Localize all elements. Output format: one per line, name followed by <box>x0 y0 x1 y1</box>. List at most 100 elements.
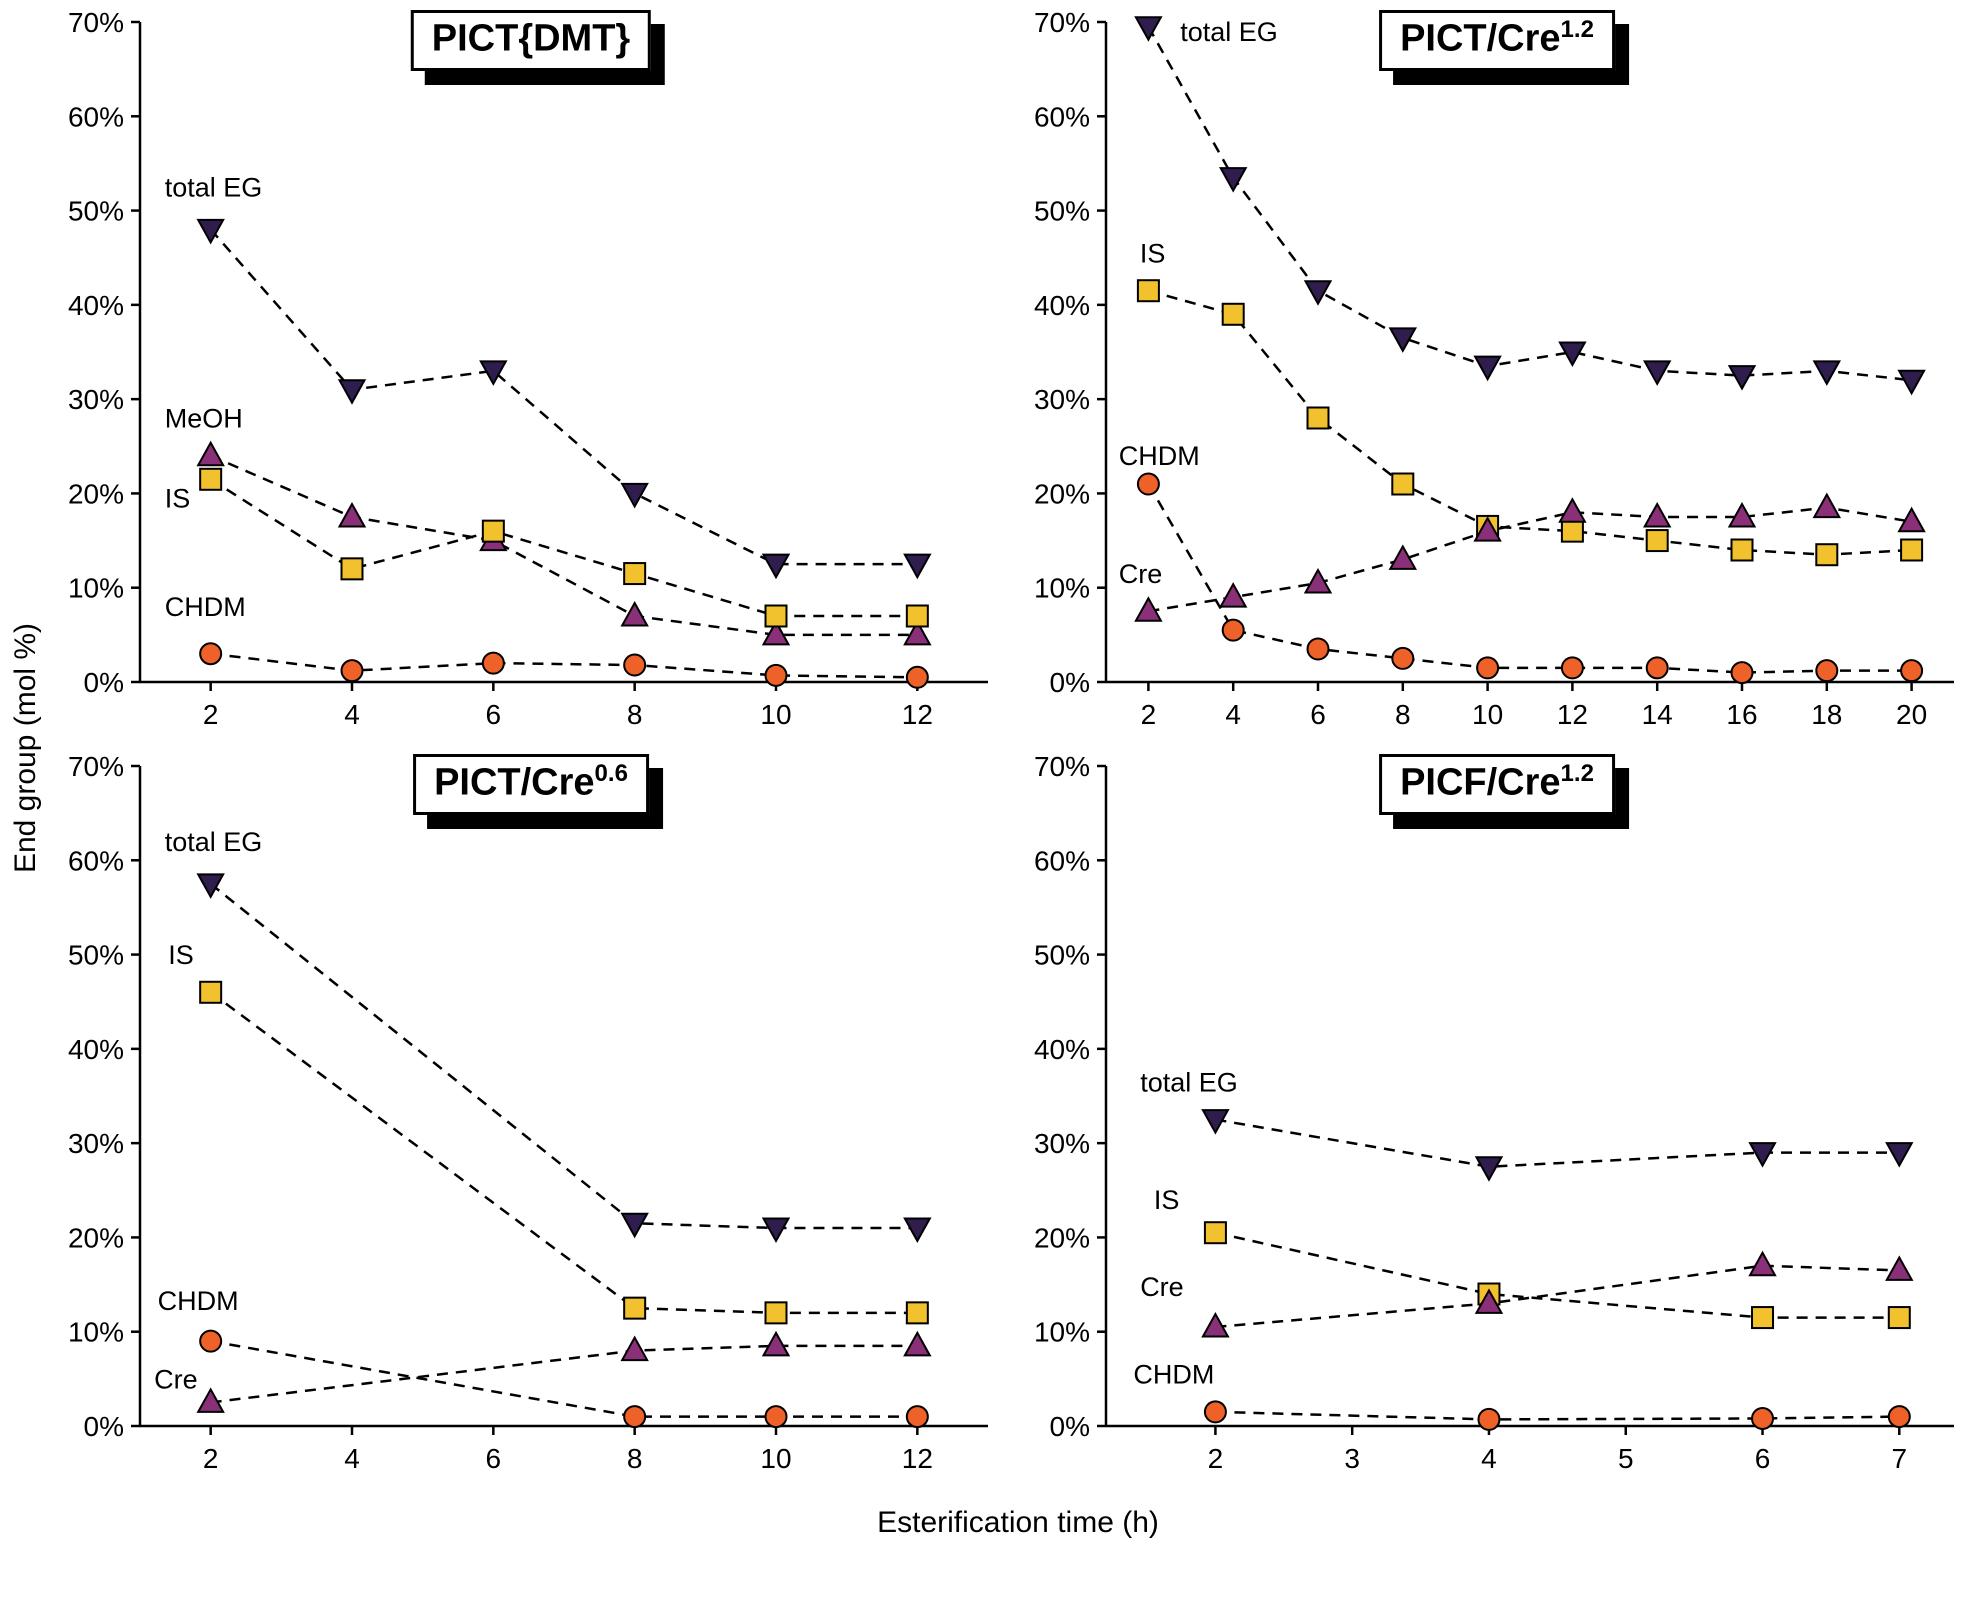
marker-cre <box>1643 501 1672 528</box>
series-line-chdm <box>1147 483 1912 674</box>
x-tick-label: 4 <box>344 1443 360 1474</box>
marker-is <box>1560 519 1584 543</box>
x-tick-label: 16 <box>1726 699 1757 730</box>
chart-panel-picf-cre-1-2: PICF/Cre1.2 0% 10% 20% 30% 40% 50% 60% 70% 2 3 4 5 6… <box>1018 750 1976 1490</box>
y-tick-label: 30% <box>1034 384 1090 415</box>
y-tick-label: 50% <box>1034 940 1090 971</box>
series-label-meoh: MeOH <box>165 403 243 433</box>
marker-total-eg <box>1812 360 1841 386</box>
marker-is <box>1730 538 1754 562</box>
chart-title-superscript: 0.6 <box>594 760 628 787</box>
y-tick-label: 40% <box>68 290 124 321</box>
marker-chdm <box>1730 661 1754 685</box>
x-tick-label: 18 <box>1811 699 1842 730</box>
series-label-total-eg: total EG <box>1180 17 1278 47</box>
x-tick-label: 4 <box>1481 1443 1497 1474</box>
x-tick-label: 10 <box>760 699 791 730</box>
marker-is <box>1203 1221 1227 1245</box>
marker-total-eg <box>1643 360 1672 386</box>
chart-panel-pict-dmt: PICT{DMT} 0% 10% 20% 30% 40% 50% 60% 70% 2 4 6 8 10 1… <box>52 6 1010 746</box>
marker-chdm <box>1203 1400 1227 1424</box>
x-tick-label: 2 <box>1208 1443 1224 1474</box>
series-line-chdm <box>1215 1410 1900 1421</box>
x-tick-label: 10 <box>1472 699 1503 730</box>
chart-title-text: PICT/Cre <box>1400 17 1561 60</box>
chart-svg-pict-cre-0-6: 0% 10% 20% 30% 40% 50% 60% 70% 2 4 6 8 10 12 total EG I… <box>68 751 988 1474</box>
x-tick-label: 5 <box>1618 1443 1634 1474</box>
x-tick-label: 4 <box>1225 699 1241 730</box>
chart-panel-pict-cre-1-2: PICT/Cre1.2 0% 10% 20% 30% 40% 50% 60% 70% 2 4 6 8 1… <box>1018 6 1976 746</box>
marker-is <box>1645 529 1669 553</box>
series-line-total-eg <box>1215 1118 1900 1168</box>
y-tick-label: 60% <box>68 845 124 876</box>
series-label-is: IS <box>165 484 191 514</box>
chart-svg-picf-cre-1-2: 0% 10% 20% 30% 40% 50% 60% 70% 2 3 4 5 6 7 total EG IS C… <box>1034 751 1954 1474</box>
chart-title-text: PICT{DMT} <box>431 17 631 60</box>
marker-chdm <box>1645 656 1669 680</box>
marker-total-eg <box>620 482 649 509</box>
marker-total-eg <box>1558 341 1587 368</box>
marker-is <box>340 557 364 581</box>
marker-is <box>905 1301 929 1325</box>
marker-cre <box>1201 1311 1230 1338</box>
marker-cre <box>1388 544 1417 570</box>
y-tick-label: 30% <box>68 384 124 415</box>
marker-chdm <box>1815 659 1839 683</box>
chart-svg-pict-cre-1-2: 0% 10% 20% 30% 40% 50% 60% 70% 2 4 6 8 10 12 14 16 18 20 t… <box>1034 7 1954 730</box>
marker-total-eg <box>620 1212 649 1239</box>
marker-is <box>623 1296 647 1320</box>
y-tick-label: 70% <box>1034 751 1090 782</box>
y-tick-label: 0% <box>1050 667 1090 698</box>
marker-cre <box>761 1330 791 1357</box>
marker-cre <box>1473 516 1502 542</box>
series-line-cre <box>1148 506 1912 613</box>
marker-cre <box>1303 567 1333 594</box>
series-line-is <box>1148 289 1912 556</box>
marker-total-eg <box>1303 280 1333 306</box>
marker-total-eg <box>761 1217 791 1244</box>
y-tick-label: 0% <box>84 1411 124 1442</box>
x-tick-label: 2 <box>203 1443 219 1474</box>
marker-cre <box>196 1387 225 1413</box>
y-tick-label: 40% <box>1034 290 1090 321</box>
marker-cre <box>1134 596 1163 622</box>
x-axis-title: Esterification time (h) <box>877 1506 1159 1539</box>
series-label-chdm: CHDM <box>165 592 246 622</box>
x-tick-label: 10 <box>760 1443 791 1474</box>
marker-chdm <box>1477 1407 1501 1431</box>
series-label-is: IS <box>1154 1185 1180 1215</box>
marker-chdm <box>1136 472 1160 496</box>
marker-total-eg <box>479 360 508 386</box>
y-tick-label: 30% <box>68 1128 124 1159</box>
x-tick-label: 12 <box>902 699 933 730</box>
x-tick-label: 6 <box>1310 699 1326 730</box>
y-tick-label: 60% <box>1034 101 1090 132</box>
series-label-is: IS <box>168 940 194 970</box>
marker-is <box>1900 538 1924 562</box>
marker-is <box>623 562 647 586</box>
marker-meoh <box>903 619 932 646</box>
marker-total-eg <box>1727 365 1757 391</box>
marker-total-eg <box>1748 1142 1777 1168</box>
y-tick-label: 50% <box>68 196 124 227</box>
chart-title-superscript: 1.2 <box>1560 760 1594 787</box>
marker-total-eg <box>196 873 225 899</box>
y-tick-label: 70% <box>68 7 124 38</box>
marker-total-eg <box>1388 327 1417 353</box>
marker-cre <box>1558 497 1587 523</box>
x-tick-label: 8 <box>1395 699 1411 730</box>
marker-meoh <box>620 600 649 627</box>
series-label-chdm: CHDM <box>1133 1360 1214 1390</box>
marker-cre <box>1219 582 1248 608</box>
marker-total-eg <box>903 1217 932 1244</box>
series-line-is <box>209 991 918 1315</box>
marker-total-eg <box>196 218 225 245</box>
series-line-chdm <box>210 1339 918 1418</box>
marker-total-eg <box>1897 369 1926 396</box>
marker-chdm <box>340 659 364 683</box>
marker-is <box>764 604 788 628</box>
marker-total-eg <box>337 379 367 405</box>
y-tick-label: 60% <box>1034 845 1090 876</box>
series-line-total-eg <box>209 228 918 566</box>
chart-title-pict-dmt: PICT{DMT} <box>410 10 652 71</box>
